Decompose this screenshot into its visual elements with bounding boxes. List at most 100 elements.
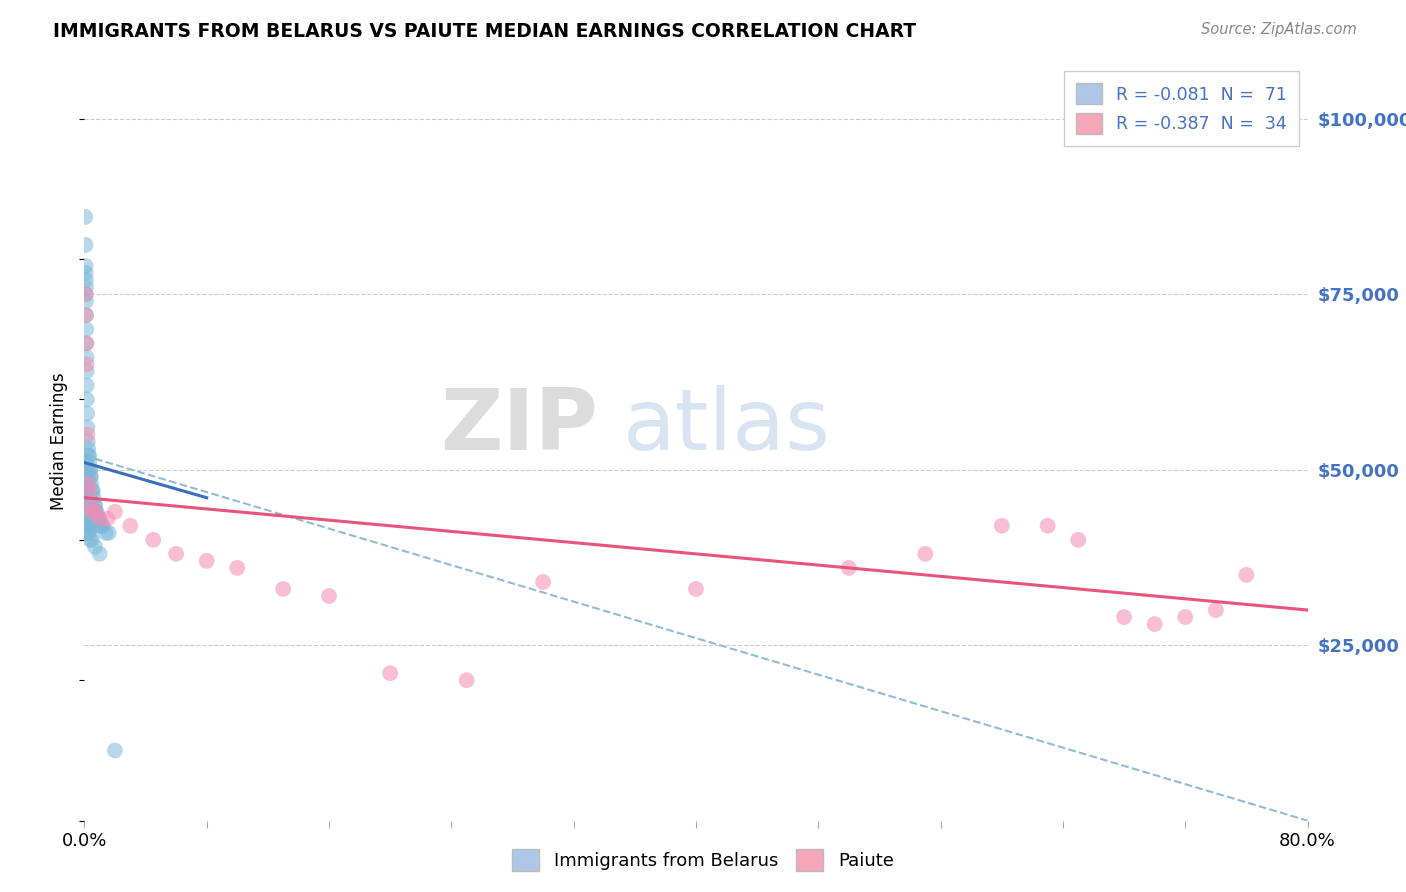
Point [82,483,104,498]
Point [75,273,97,287]
Point [79,505,101,519]
Point [104,505,127,519]
Point [83,512,105,526]
Point [226,561,249,575]
Point [84,540,107,554]
Point [84,498,107,512]
Point [77,442,100,456]
Point [80,533,103,547]
Point [142,533,165,547]
Point [75,518,97,533]
Point [76,434,98,449]
Point [90,518,112,533]
Point [914,547,936,561]
Point [75,308,97,322]
Point [75,483,97,498]
Point [80,469,103,483]
Point [104,743,127,757]
Point [89,547,111,561]
Y-axis label: Median Earnings: Median Earnings [51,373,69,510]
Point [77,498,100,512]
Point [80,483,103,498]
Point [76,491,98,505]
Point [86,505,108,519]
Point [76,378,98,392]
Point [76,364,98,378]
Point [76,351,98,365]
Point [76,491,98,505]
Point [271,582,294,596]
Text: ZIP: ZIP [440,384,598,468]
Point [75,238,97,252]
Point [84,512,107,526]
Point [75,287,97,301]
Point [75,476,97,491]
Point [75,322,97,336]
Point [80,512,103,526]
Point [79,498,101,512]
Point [77,476,100,491]
Point [380,666,402,681]
Point [77,498,100,512]
Point [75,336,97,351]
Point [86,518,108,533]
Point [96,512,118,526]
Point [80,476,103,491]
Point [165,547,187,561]
Point [94,525,117,540]
Point [79,469,101,483]
Point [77,525,100,540]
Point [991,518,1014,533]
Point [89,518,111,533]
Point [89,512,111,526]
Point [1236,568,1258,582]
Point [84,505,107,519]
Point [87,512,110,526]
Point [97,525,120,540]
Point [75,210,97,224]
Point [79,505,101,519]
Point [77,449,100,463]
Point [1067,533,1090,547]
Point [75,476,97,491]
Point [77,456,100,470]
Point [75,280,97,294]
Point [84,505,107,519]
Point [76,420,98,434]
Point [1036,518,1059,533]
Point [75,483,97,498]
Point [80,505,103,519]
Point [76,427,98,442]
Point [79,533,101,547]
Point [1205,603,1227,617]
Point [75,266,97,280]
Point [76,483,98,498]
Point [83,498,105,512]
Point [1174,610,1197,624]
Point [1143,617,1166,632]
Text: Source: ZipAtlas.com: Source: ZipAtlas.com [1201,22,1357,37]
Point [456,673,478,688]
Point [79,462,101,476]
Text: atlas: atlas [623,384,831,468]
Text: IMMIGRANTS FROM BELARUS VS PAIUTE MEDIAN EARNINGS CORRELATION CHART: IMMIGRANTS FROM BELARUS VS PAIUTE MEDIAN… [53,22,917,41]
Point [76,357,98,371]
Point [77,525,100,540]
Point [89,512,111,526]
Point [91,518,114,533]
Point [75,308,97,322]
Point [83,491,105,505]
Point [75,259,97,273]
Point [318,589,340,603]
Point [79,462,101,476]
Point [1114,610,1136,624]
Legend: R = -0.081  N =  71, R = -0.387  N =  34: R = -0.081 N = 71, R = -0.387 N = 34 [1064,71,1299,146]
Point [76,407,98,421]
Point [77,483,100,498]
Point [531,574,554,589]
Point [75,336,97,351]
Point [75,456,97,470]
Point [195,554,218,568]
Point [685,582,707,596]
Point [75,287,97,301]
